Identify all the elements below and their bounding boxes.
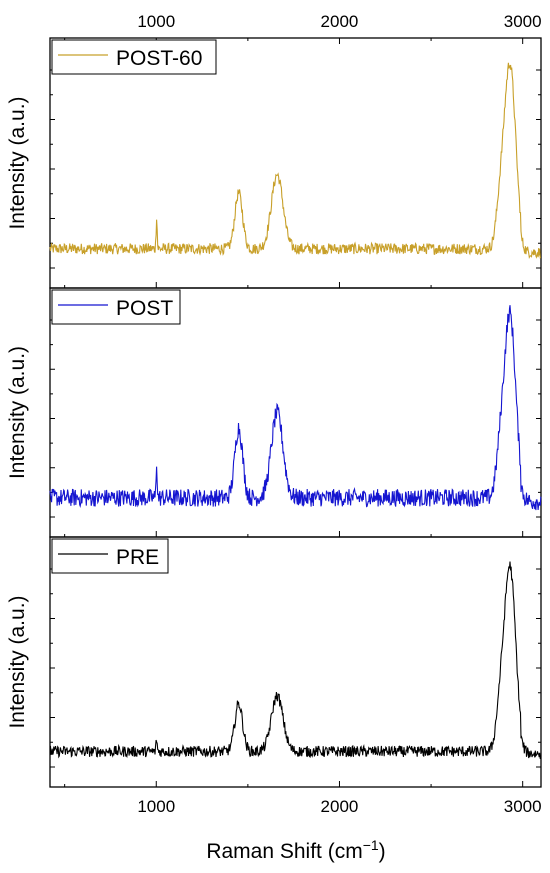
legend-label: PRE xyxy=(116,546,159,569)
x-bottom-tick-label: 2000 xyxy=(321,797,359,816)
legend-label: POST-60 xyxy=(116,47,202,70)
legend-box xyxy=(51,289,181,325)
spectrum-line-post xyxy=(49,305,542,511)
x-bottom-tick-label: 1000 xyxy=(137,797,175,816)
panel-frame xyxy=(49,536,542,788)
y-axis-title: Intensity (a.u.) xyxy=(6,346,29,479)
x-axis-title: Raman Shift (cm−1) xyxy=(206,837,385,863)
x-axis-bottom: 1000 2000 3000 xyxy=(137,797,541,816)
legend-box xyxy=(51,538,169,574)
y-axis-title: Intensity (a.u.) xyxy=(6,96,29,229)
panel-3: Intensity (a.u.) PRE xyxy=(6,536,542,788)
x-top-tick-label: 1000 xyxy=(137,12,175,31)
y-axis-title: Intensity (a.u.) xyxy=(6,595,29,728)
spectrum-line-pre xyxy=(49,561,542,760)
panels-group: Intensity (a.u.) POST-60 Intensity (a.u.) P… xyxy=(6,37,542,788)
legend-box xyxy=(51,39,217,75)
panel-1: Intensity (a.u.) POST-60 xyxy=(6,37,542,289)
panel-2: Intensity (a.u.) POST xyxy=(6,287,542,538)
legend: PRE xyxy=(51,538,169,574)
x-top-tick-label: 2000 xyxy=(321,12,359,31)
x-axis-top: 1000 2000 3000 xyxy=(137,12,541,31)
spectrum-line-post-60 xyxy=(49,62,542,260)
x-bottom-tick-label: 3000 xyxy=(504,797,542,816)
x-top-tick-label: 3000 xyxy=(504,12,542,31)
legend-label: POST xyxy=(116,297,173,320)
legend: POST-60 xyxy=(51,39,217,75)
legend: POST xyxy=(51,289,181,325)
